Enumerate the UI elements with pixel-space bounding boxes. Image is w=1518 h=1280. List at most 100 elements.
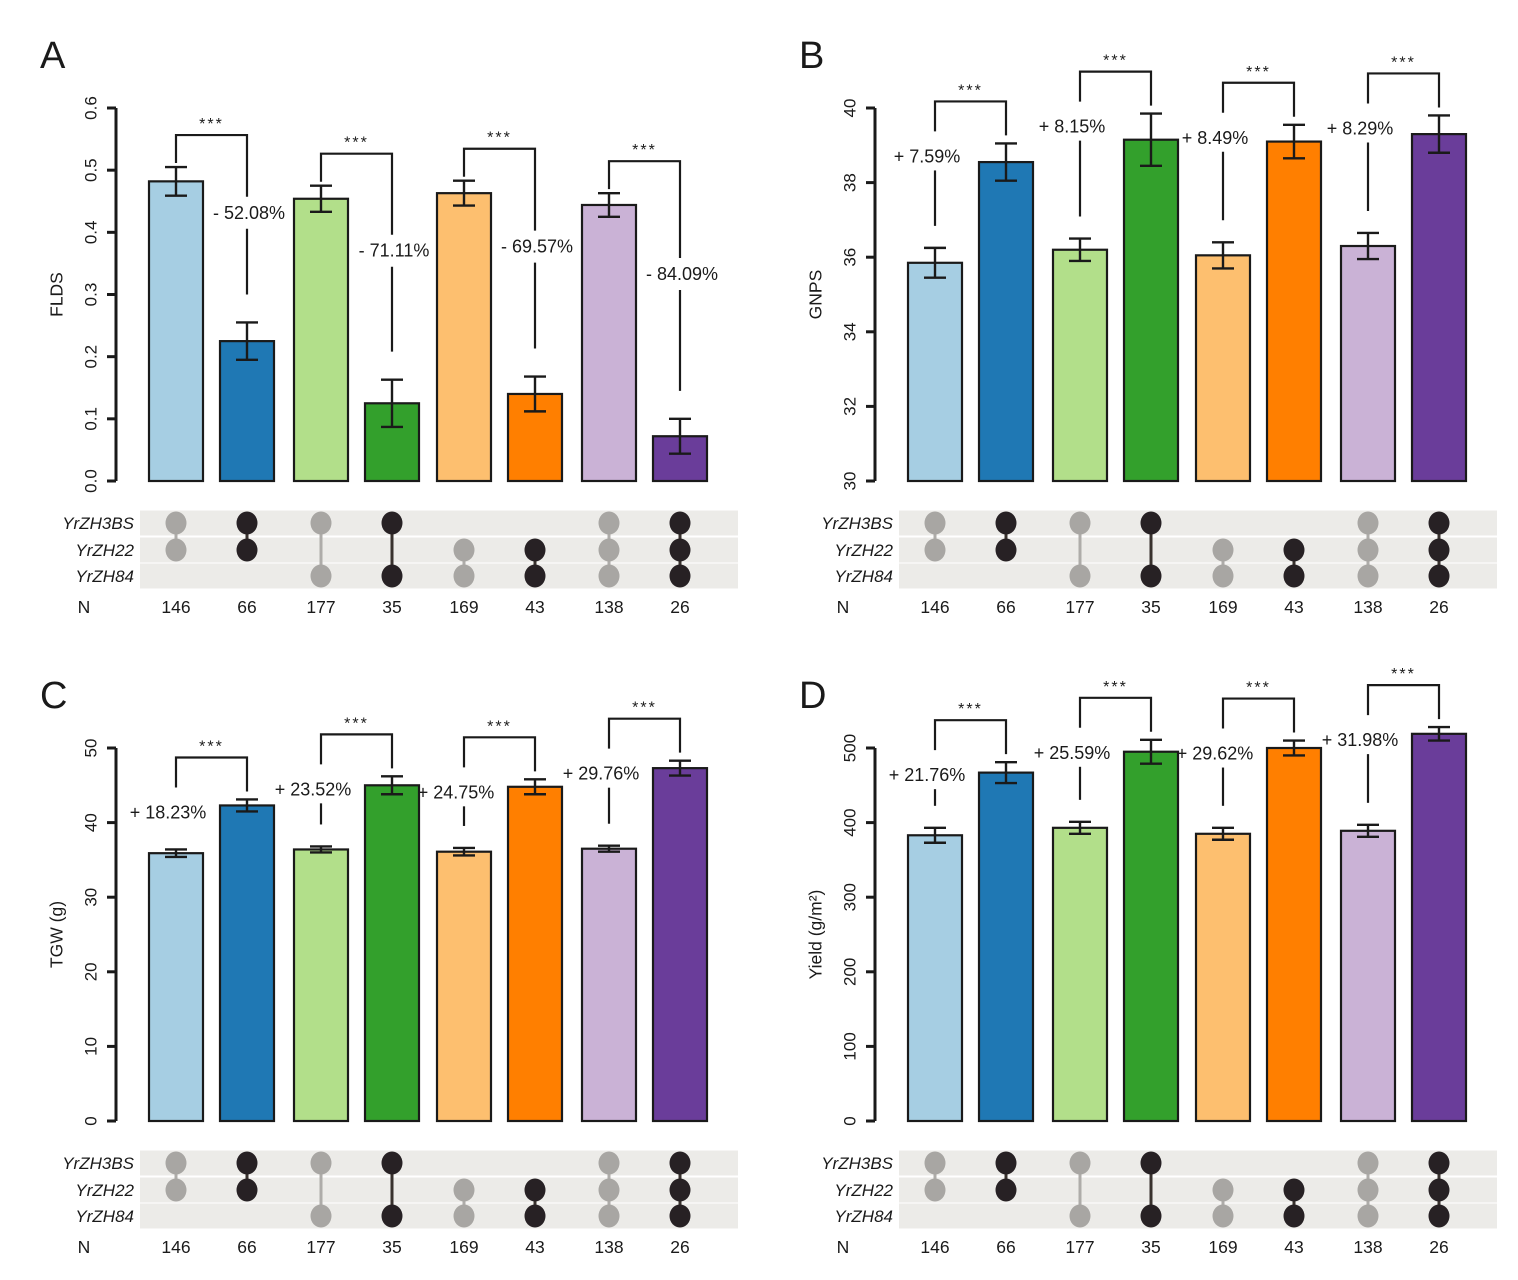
y-tick-label: 0: [81, 1116, 100, 1125]
upset-dot-absent: [924, 1178, 946, 1202]
upset-dot-present: [381, 1151, 403, 1175]
y-tick-label: 200: [840, 958, 859, 986]
panel-C-chart: 0 10 20 30 40 50 TGW (g) *** + 18.23% *** + 23.52%…: [40, 675, 738, 1257]
upset-dot-present: [1140, 564, 1162, 588]
y-tick-label: 500: [840, 734, 859, 762]
upset-dot-present: [669, 511, 691, 535]
n-value: 43: [1284, 1237, 1303, 1257]
y-tick-label: 0.2: [81, 345, 100, 369]
upset-dot-present: [995, 1151, 1017, 1175]
upset-dot-present: [1428, 511, 1450, 535]
upset-dot-absent: [1212, 564, 1234, 588]
upset-row-stripe: [140, 537, 738, 563]
n-value: 169: [1208, 1237, 1237, 1257]
sig-stars: ***: [199, 116, 224, 133]
upset-dot-present: [669, 1151, 691, 1175]
y-tick-label: 0: [840, 1116, 859, 1125]
upset-dot-present: [1428, 538, 1450, 562]
n-value: 146: [161, 1237, 190, 1257]
upset-dot-present: [1428, 564, 1450, 588]
upset-dot-present: [669, 538, 691, 562]
n-value: 177: [1065, 1237, 1094, 1257]
upset-dot-absent: [310, 1204, 332, 1228]
sig-bracket: [174, 133, 249, 197]
bar-C-5: [435, 850, 493, 1123]
sig-stars: ***: [487, 130, 512, 147]
upset-dot-absent: [1212, 538, 1234, 562]
upset-dot-absent: [924, 538, 946, 562]
upset-dot-present: [524, 564, 546, 588]
bar-A-5: [435, 192, 493, 483]
upset-dot-absent: [598, 564, 620, 588]
n-value: 138: [594, 1237, 623, 1257]
pct-label: + 23.52%: [275, 779, 352, 799]
upset-dot-absent: [453, 538, 475, 562]
n-value: 35: [1141, 1237, 1160, 1257]
sig-stars: ***: [487, 718, 512, 735]
upset-dot-absent: [1357, 564, 1379, 588]
sig-bracket: [933, 719, 1008, 755]
gene-label-YrZH3BS: YrZH3BS: [821, 514, 893, 533]
upset-dot-present: [1140, 1151, 1162, 1175]
gene-label-YrZH3BS: YrZH3BS: [821, 1154, 893, 1173]
sig-bracket: [1078, 696, 1153, 732]
upset-dot-present: [995, 1178, 1017, 1202]
n-value: 35: [1141, 597, 1160, 617]
upset-dot-present: [236, 1178, 258, 1202]
sig-bracket: [462, 736, 537, 772]
bar-D-6: [1265, 746, 1323, 1123]
upset-dot-absent: [598, 1204, 620, 1228]
n-value: 169: [1208, 597, 1237, 617]
upset-dot-absent: [598, 1178, 620, 1202]
sig-stars: ***: [344, 135, 369, 152]
upset-dot-present: [1140, 511, 1162, 535]
n-value: 146: [920, 597, 949, 617]
upset-row-stripe: [140, 1150, 738, 1176]
y-tick-label: 20: [81, 962, 100, 981]
upset-dot-present: [236, 511, 258, 535]
y-tick-label: 300: [840, 883, 859, 911]
upset-dot-absent: [1357, 1178, 1379, 1202]
upset-dot-absent: [924, 511, 946, 535]
panel-D-chart: 0 100 200 300 400 500 Yield (g/m²) *** + 21.76% *…: [799, 666, 1497, 1257]
bar-B-6: [1265, 140, 1323, 483]
bar-A-7: [580, 203, 638, 483]
pct-label: + 8.15%: [1039, 117, 1106, 137]
upset-dot-absent: [1069, 564, 1091, 588]
bar-D-7: [1339, 829, 1397, 1123]
upset-dot-present: [381, 564, 403, 588]
bar-A-3: [292, 197, 350, 483]
upset-row-stripe: [140, 563, 738, 589]
n-value: 43: [1284, 597, 1303, 617]
panel-C: 0 10 20 30 40 50 TGW (g) *** + 18.23% *** + 23.52%…: [0, 640, 759, 1280]
y-tick-label: 0.4: [81, 221, 100, 245]
bar-D-5: [1194, 832, 1252, 1123]
bar-D-2: [977, 771, 1035, 1123]
bar-B-7: [1339, 244, 1397, 483]
n-value: 66: [996, 1237, 1015, 1257]
y-tick-label: 34: [840, 322, 859, 341]
sig-bracket: [607, 717, 682, 753]
sig-stars: ***: [1246, 680, 1271, 697]
n-row-label: N: [837, 1237, 850, 1257]
bar-B-3: [1051, 248, 1109, 483]
upset-row-stripe: [899, 537, 1497, 563]
upset-dot-absent: [453, 564, 475, 588]
bar-B-1: [906, 261, 964, 483]
bar-B-4: [1122, 138, 1180, 483]
n-value: 43: [525, 597, 544, 617]
panel-letter-B: B: [799, 35, 824, 77]
n-value: 146: [161, 597, 190, 617]
n-value: 138: [594, 597, 623, 617]
bar-C-4: [363, 784, 421, 1123]
bar-D-8: [1410, 732, 1468, 1123]
panel-A: 0.0 0.1 0.2 0.3 0.4 0.5 0.6 FLDS *** - 52.08% *** -…: [0, 0, 759, 640]
panel-letter-C: C: [40, 675, 67, 717]
y-axis-title: FLDS: [47, 272, 67, 317]
panel-B-chart: 30 32 34 36 38 40 GNPS *** + 7.59% *** + 8.15% *** +…: [799, 35, 1497, 617]
y-tick-label: 40: [840, 99, 859, 118]
upset-dot-absent: [1069, 511, 1091, 535]
y-tick-label: 400: [840, 808, 859, 836]
upset-dot-present: [1428, 1178, 1450, 1202]
